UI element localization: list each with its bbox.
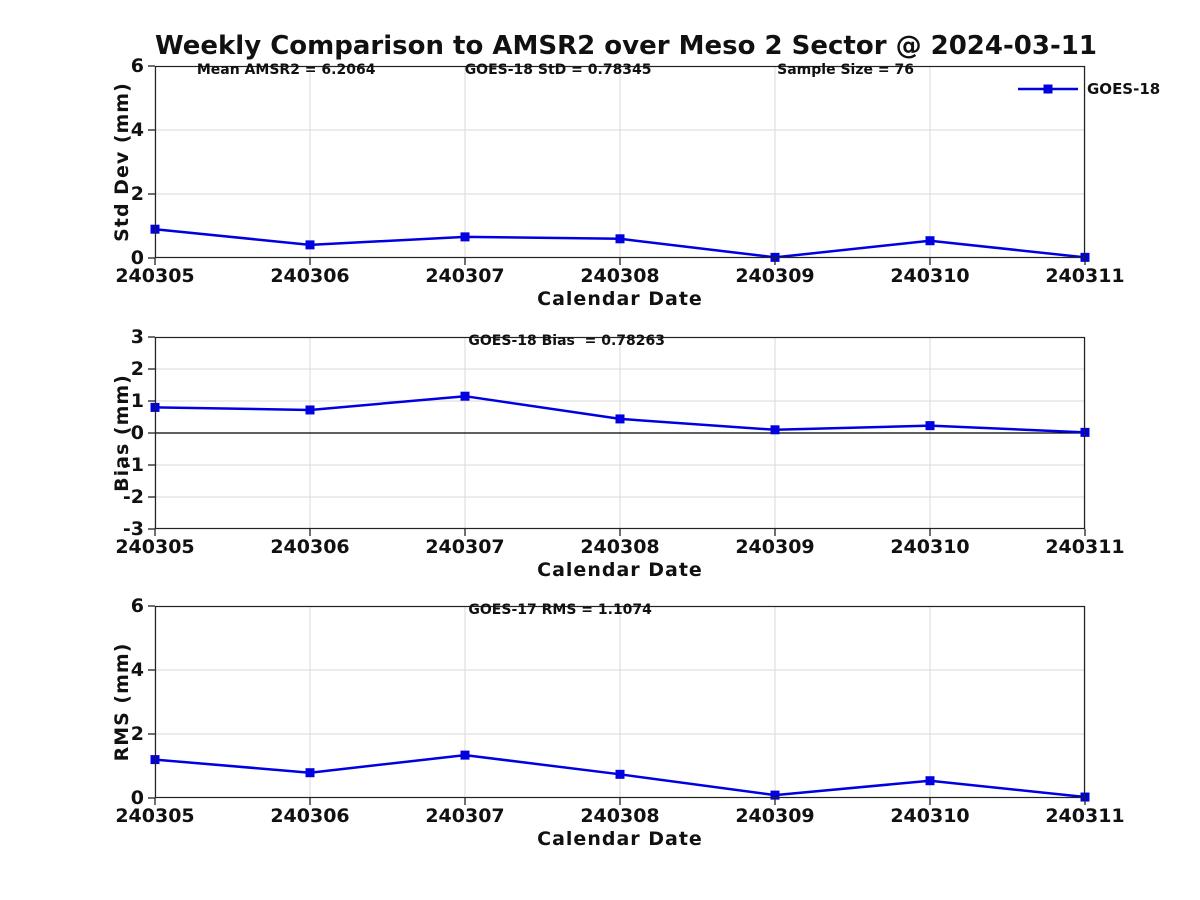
y-tick-label: 1 [130, 390, 144, 412]
data-point-marker [460, 750, 470, 760]
plot-area-std-dev [148, 65, 1090, 265]
x-tick-label: 240311 [1045, 265, 1125, 287]
y-tick-label: 6 [130, 55, 144, 77]
x-tick-label: 240311 [1045, 536, 1125, 558]
x-tick-label: 240307 [425, 805, 505, 827]
y-tick-label: -3 [122, 518, 144, 540]
tick-marks [148, 605, 1086, 805]
y-tick-label: 2 [130, 723, 144, 745]
y-tick-label: 6 [130, 595, 144, 617]
x-axis-label: Calendar Date [537, 828, 703, 850]
axis-box [154, 605, 1086, 799]
x-tick-label: 240309 [735, 536, 815, 558]
y-tick-label: 2 [130, 358, 144, 380]
x-tick-label: 240311 [1045, 805, 1125, 827]
x-tick-label: 240307 [425, 265, 505, 287]
x-axis-label: Calendar Date [537, 288, 703, 310]
y-tick-label: 4 [130, 119, 144, 141]
annotation: GOES-18 StD = 0.78345 [464, 62, 652, 78]
y-tick-label: 3 [130, 326, 144, 348]
x-tick-label: 240306 [270, 536, 350, 558]
x-tick-label: 240307 [425, 536, 505, 558]
annotation: GOES-17 RMS = 1.1074 [468, 602, 652, 618]
data-point-marker [925, 776, 935, 786]
x-tick-label: 240305 [115, 536, 195, 558]
x-tick-label: 240305 [115, 265, 195, 287]
y-tick-label: 0 [130, 787, 144, 809]
x-tick-label: 240310 [890, 265, 970, 287]
data-point-marker [770, 790, 780, 800]
data-point-marker [615, 234, 625, 244]
x-tick-label: 240308 [580, 805, 660, 827]
annotation: Sample Size = 76 [777, 62, 914, 78]
y-axis-label: Bias (mm) [111, 374, 133, 492]
chart-title: Weekly Comparison to AMSR2 over Meso 2 S… [155, 31, 1097, 61]
y-axis-label: RMS (mm) [111, 642, 133, 762]
y-tick-label: -1 [122, 454, 144, 476]
data-point-marker [460, 391, 470, 401]
data-point-marker [925, 421, 935, 431]
x-axis-label: Calendar Date [537, 559, 703, 581]
axis-box [154, 65, 1086, 259]
plot-area-bias [148, 336, 1090, 536]
y-tick-label: 0 [130, 422, 144, 444]
y-tick-label: -2 [122, 486, 144, 508]
data-point-marker [925, 236, 935, 246]
x-tick-label: 240310 [890, 805, 970, 827]
gridlines [154, 606, 1086, 798]
x-tick-label: 240305 [115, 805, 195, 827]
data-point-marker [615, 769, 625, 779]
x-tick-label: 240309 [735, 265, 815, 287]
data-point-marker [305, 240, 315, 250]
x-tick-label: 240309 [735, 805, 815, 827]
data-point-marker [305, 768, 315, 778]
annotation: GOES-18 Bias = 0.78263 [468, 333, 665, 349]
data-point-marker [305, 405, 315, 415]
axis-box [154, 336, 1086, 530]
x-tick-label: 240306 [270, 265, 350, 287]
plot-area-rms [148, 605, 1090, 805]
x-tick-label: 240306 [270, 805, 350, 827]
annotation: Mean AMSR2 = 6.2064 [196, 62, 376, 78]
y-tick-label: 0 [130, 247, 144, 269]
x-tick-label: 240308 [580, 536, 660, 558]
legend-label: GOES-18 [1087, 80, 1161, 98]
data-point-marker [460, 232, 470, 242]
data-point-marker [770, 425, 780, 435]
y-tick-label: 4 [130, 659, 144, 681]
gridlines [154, 66, 1086, 258]
y-axis-label: Std Dev (mm) [111, 82, 133, 242]
tick-marks [148, 65, 1086, 265]
y-tick-label: 2 [130, 183, 144, 205]
x-tick-label: 240308 [580, 265, 660, 287]
legend-marker [1043, 84, 1053, 94]
legend-line-sample [1018, 84, 1078, 94]
data-point-marker [615, 414, 625, 424]
x-tick-label: 240310 [890, 536, 970, 558]
tick-marks [148, 336, 1086, 536]
